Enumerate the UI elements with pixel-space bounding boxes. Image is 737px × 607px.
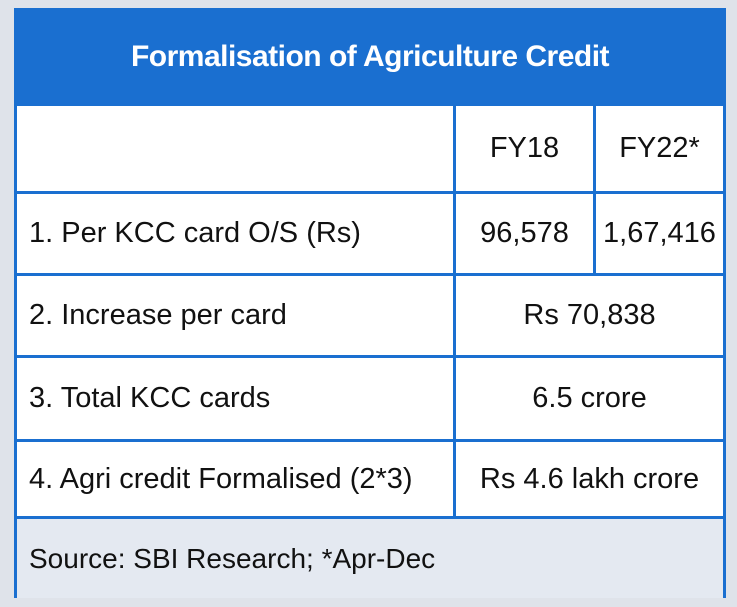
header-row: FY18 FY22* xyxy=(17,103,723,191)
header-fy18: FY18 xyxy=(453,106,593,191)
row-value-merged: 6.5 crore xyxy=(453,358,723,439)
header-fy22: FY22* xyxy=(593,106,723,191)
row-label: 2. Increase per card xyxy=(29,299,287,331)
row-value-merged: Rs 4.6 lakh crore xyxy=(453,442,723,516)
source-note: Source: SBI Research; *Apr-Dec xyxy=(17,516,723,598)
table-row: 3. Total KCC cards 6.5 crore xyxy=(17,355,723,439)
table-title: Formalisation of Agriculture Credit xyxy=(17,11,723,103)
table-row: 1. Per KCC card O/S (Rs) 96,578 1,67,416 xyxy=(17,191,723,273)
table-row: 2. Increase per card Rs 70,838 xyxy=(17,273,723,355)
row-value-fy22: 1,67,416 xyxy=(593,194,723,273)
row-label: 3. Total KCC cards xyxy=(29,382,271,414)
row-label: 4. Agri credit Formalised (2*3) xyxy=(29,462,413,495)
row-value-fy18: 96,578 xyxy=(453,194,593,273)
credit-table: Formalisation of Agriculture Credit FY18… xyxy=(14,8,726,598)
row-value-merged: Rs 70,838 xyxy=(453,276,723,355)
row-label: 1. Per KCC card O/S (Rs) xyxy=(29,217,361,249)
table-row: 4. Agri credit Formalised (2*3) Rs 4.6 l… xyxy=(17,439,723,516)
header-blank-cell xyxy=(17,106,453,191)
